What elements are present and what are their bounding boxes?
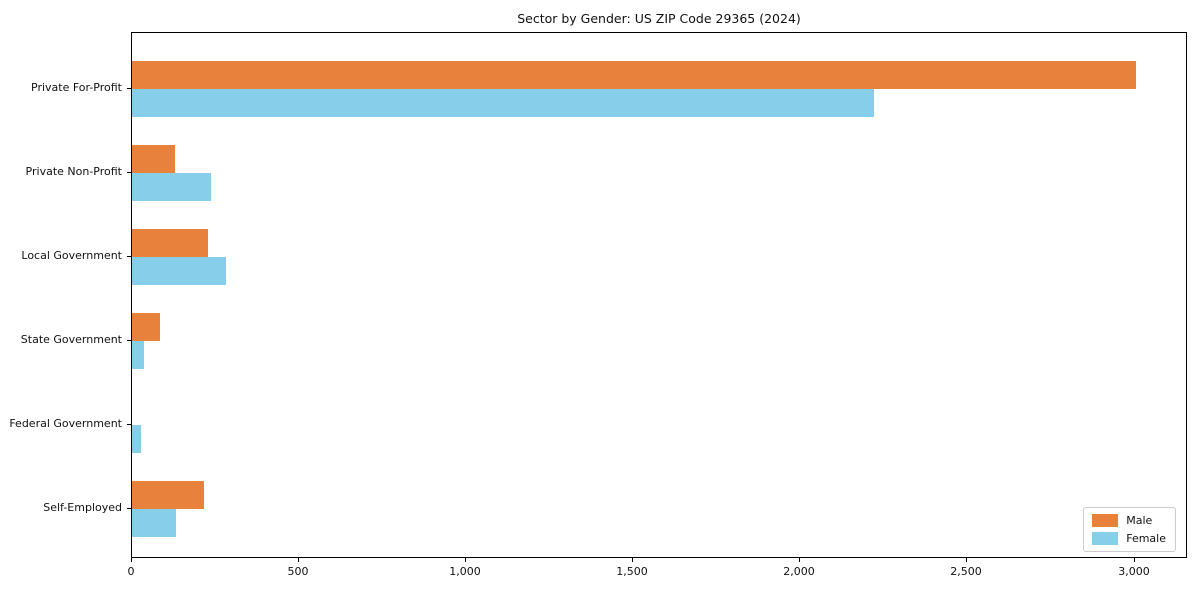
x-tick-label: 2,000 — [783, 565, 815, 578]
plot-area: Male Female — [131, 32, 1187, 558]
male-bar — [132, 145, 175, 173]
x-tick-label: 500 — [287, 565, 309, 578]
y-tick-mark — [127, 424, 131, 425]
y-tick-mark — [127, 508, 131, 509]
chart-title: Sector by Gender: US ZIP Code 29365 (202… — [517, 11, 801, 26]
female-bar — [132, 425, 141, 453]
x-tick-mark — [131, 558, 132, 562]
y-tick-mark — [127, 88, 131, 89]
x-tick-mark — [465, 558, 466, 562]
y-tick-mark — [127, 172, 131, 173]
male-bar — [132, 61, 1136, 89]
x-tick-label: 1,500 — [616, 565, 648, 578]
category-label: Self-Employed — [43, 501, 122, 514]
male-bar — [132, 481, 204, 509]
y-tick-mark — [127, 340, 131, 341]
y-tick-mark — [127, 256, 131, 257]
category-label: Local Government — [21, 249, 122, 262]
category-label: Private For-Profit — [31, 81, 122, 94]
male-bar — [132, 313, 160, 341]
legend-label-female: Female — [1126, 532, 1166, 545]
category-label: Private Non-Profit — [25, 165, 122, 178]
legend-label-male: Male — [1126, 514, 1153, 527]
x-tick-mark — [298, 558, 299, 562]
female-bar — [132, 509, 176, 537]
female-bar — [132, 89, 874, 117]
male-bar — [132, 229, 208, 257]
category-label: State Government — [20, 333, 122, 346]
x-tick-label: 3,000 — [1118, 565, 1150, 578]
legend-item-male: Male — [1092, 514, 1166, 527]
x-tick-mark — [632, 558, 633, 562]
legend: Male Female — [1083, 507, 1176, 552]
male-legend-swatch — [1092, 514, 1119, 527]
legend-item-female: Female — [1092, 532, 1166, 545]
x-tick-label: 0 — [127, 565, 135, 578]
female-bar — [132, 173, 211, 201]
female-legend-swatch — [1092, 532, 1119, 545]
x-tick-label: 1,000 — [449, 565, 481, 578]
x-tick-mark — [966, 558, 967, 562]
x-tick-label: 2,500 — [950, 565, 982, 578]
female-bar — [132, 257, 226, 285]
female-bar — [132, 341, 144, 369]
x-tick-mark — [1134, 558, 1135, 562]
category-label: Federal Government — [9, 417, 122, 430]
x-tick-mark — [799, 558, 800, 562]
